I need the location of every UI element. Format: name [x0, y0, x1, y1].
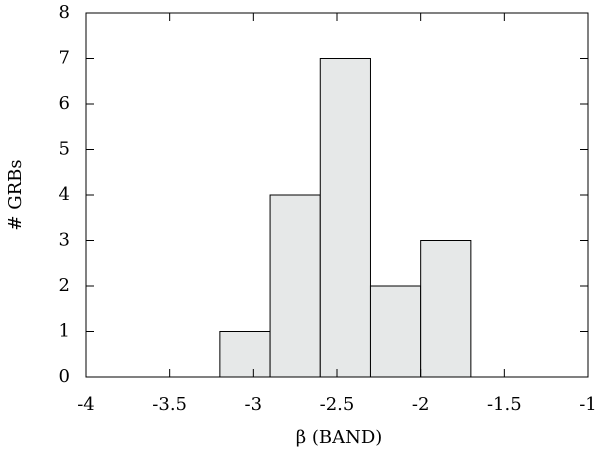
x-axis-label: β (BAND) — [296, 427, 383, 448]
y-tick-label: 1 — [59, 321, 70, 342]
y-tick-label: 6 — [59, 93, 70, 114]
bar — [420, 240, 472, 378]
x-tick-label: -1 — [579, 394, 597, 415]
bar — [219, 331, 271, 378]
bar — [369, 285, 422, 378]
x-tick-label: -1.5 — [487, 394, 522, 415]
x-tick-label: -2 — [412, 394, 430, 415]
x-tick-label: -3.5 — [152, 394, 187, 415]
y-tick-label: 2 — [59, 275, 70, 296]
y-axis-label: # GRBs — [5, 159, 26, 230]
bar — [319, 58, 371, 378]
y-tick-label: 3 — [59, 230, 70, 251]
x-tick-label: -4 — [77, 394, 95, 415]
y-tick-label: 7 — [59, 48, 70, 69]
y-tick-label: 5 — [59, 139, 70, 160]
x-tick-label: -2.5 — [320, 394, 355, 415]
y-tick-label: 0 — [59, 366, 70, 387]
y-tick-label: 4 — [59, 184, 70, 205]
x-tick-label: -3 — [245, 394, 263, 415]
bar — [269, 194, 321, 378]
y-tick-label: 8 — [59, 2, 70, 23]
